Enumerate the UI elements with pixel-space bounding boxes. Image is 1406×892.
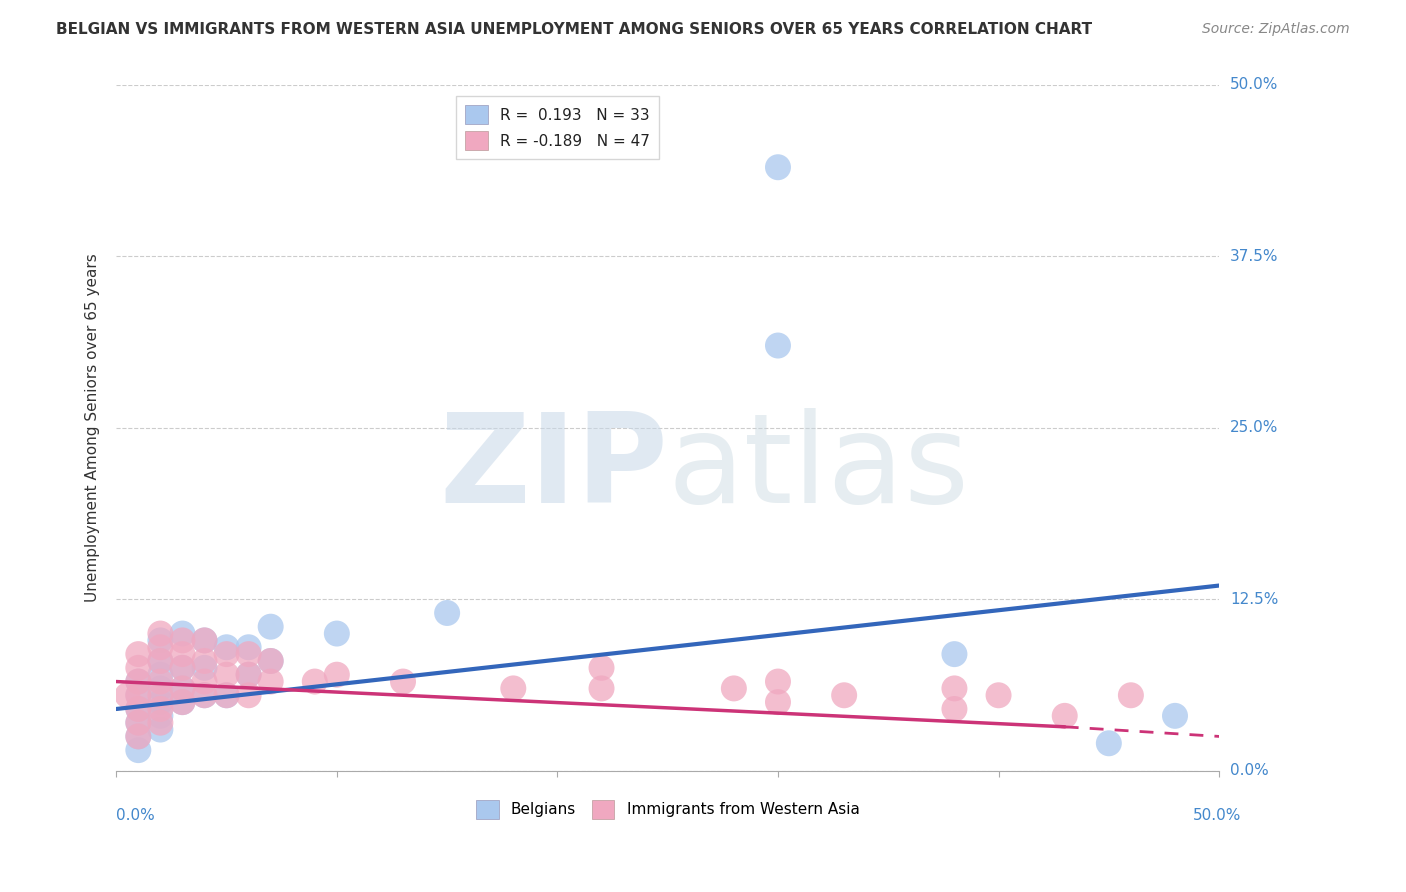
Point — [149, 702, 172, 716]
Point — [260, 654, 283, 668]
Point — [172, 695, 194, 709]
Point — [149, 640, 172, 655]
Point — [1098, 736, 1121, 750]
Point — [127, 647, 149, 661]
Point — [149, 667, 172, 681]
Point — [149, 674, 172, 689]
Point — [215, 647, 238, 661]
Point — [215, 640, 238, 655]
Point — [172, 661, 194, 675]
Point — [149, 695, 172, 709]
Text: 37.5%: 37.5% — [1230, 249, 1278, 264]
Point — [326, 626, 349, 640]
Point — [149, 654, 172, 668]
Point — [943, 647, 966, 661]
Text: ZIP: ZIP — [439, 409, 668, 530]
Point — [172, 681, 194, 696]
Point — [149, 681, 172, 696]
Point — [392, 674, 415, 689]
Point — [193, 654, 215, 668]
Point — [149, 723, 172, 737]
Text: 50.0%: 50.0% — [1230, 78, 1278, 93]
Point — [304, 674, 326, 689]
Text: Source: ZipAtlas.com: Source: ZipAtlas.com — [1202, 22, 1350, 37]
Text: 0.0%: 0.0% — [1230, 764, 1268, 778]
Point — [260, 654, 283, 668]
Point — [172, 633, 194, 648]
Point — [149, 626, 172, 640]
Point — [127, 715, 149, 730]
Point — [127, 702, 149, 716]
Point — [1164, 709, 1187, 723]
Point — [172, 661, 194, 675]
Point — [149, 654, 172, 668]
Point — [149, 688, 172, 702]
Point — [766, 674, 789, 689]
Point — [1053, 709, 1076, 723]
Point — [591, 661, 613, 675]
Point — [260, 620, 283, 634]
Point — [215, 688, 238, 702]
Point — [215, 667, 238, 681]
Point — [172, 681, 194, 696]
Point — [127, 674, 149, 689]
Point — [127, 661, 149, 675]
Point — [127, 730, 149, 744]
Point — [193, 688, 215, 702]
Point — [127, 688, 149, 702]
Point — [193, 661, 215, 675]
Point — [260, 674, 283, 689]
Point — [723, 681, 745, 696]
Point — [591, 681, 613, 696]
Point — [117, 688, 139, 702]
Point — [193, 633, 215, 648]
Point — [326, 667, 349, 681]
Point — [238, 667, 260, 681]
Point — [238, 688, 260, 702]
Point — [127, 688, 149, 702]
Point — [943, 702, 966, 716]
Point — [943, 681, 966, 696]
Point — [127, 715, 149, 730]
Point — [149, 715, 172, 730]
Point — [766, 338, 789, 352]
Point — [172, 695, 194, 709]
Point — [1119, 688, 1142, 702]
Point — [766, 695, 789, 709]
Point — [766, 160, 789, 174]
Point — [127, 730, 149, 744]
Point — [127, 674, 149, 689]
Point — [127, 702, 149, 716]
Point — [172, 647, 194, 661]
Text: 50.0%: 50.0% — [1192, 808, 1241, 823]
Text: 25.0%: 25.0% — [1230, 420, 1278, 435]
Point — [149, 709, 172, 723]
Point — [238, 647, 260, 661]
Point — [436, 606, 458, 620]
Point — [238, 640, 260, 655]
Text: 12.5%: 12.5% — [1230, 591, 1278, 607]
Point — [193, 674, 215, 689]
Text: 0.0%: 0.0% — [117, 808, 155, 823]
Text: BELGIAN VS IMMIGRANTS FROM WESTERN ASIA UNEMPLOYMENT AMONG SENIORS OVER 65 YEARS: BELGIAN VS IMMIGRANTS FROM WESTERN ASIA … — [56, 22, 1092, 37]
Point — [172, 626, 194, 640]
Point — [127, 743, 149, 757]
Point — [238, 667, 260, 681]
Point — [832, 688, 855, 702]
Point — [987, 688, 1010, 702]
Y-axis label: Unemployment Among Seniors over 65 years: Unemployment Among Seniors over 65 years — [86, 253, 100, 602]
Legend: R =  0.193   N = 33, R = -0.189   N = 47: R = 0.193 N = 33, R = -0.189 N = 47 — [456, 96, 659, 160]
Point — [193, 688, 215, 702]
Point — [502, 681, 524, 696]
Point — [149, 633, 172, 648]
Point — [215, 688, 238, 702]
Text: atlas: atlas — [668, 409, 970, 530]
Point — [193, 633, 215, 648]
